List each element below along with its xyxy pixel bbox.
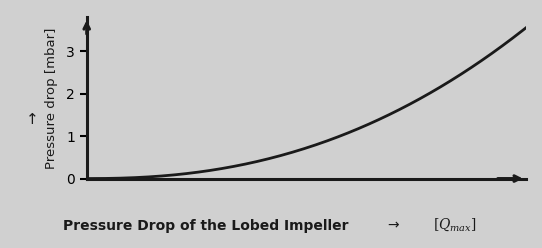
Text: $[Q_{max}]$: $[Q_{max}]$ (434, 216, 477, 233)
Text: Pressure Drop of the Lobed Impeller: Pressure Drop of the Lobed Impeller (63, 219, 349, 233)
Y-axis label: Pressure drop [mbar]: Pressure drop [mbar] (44, 27, 57, 169)
Text: $\rightarrow$: $\rightarrow$ (385, 218, 401, 232)
Text: $\uparrow$: $\uparrow$ (23, 112, 37, 126)
